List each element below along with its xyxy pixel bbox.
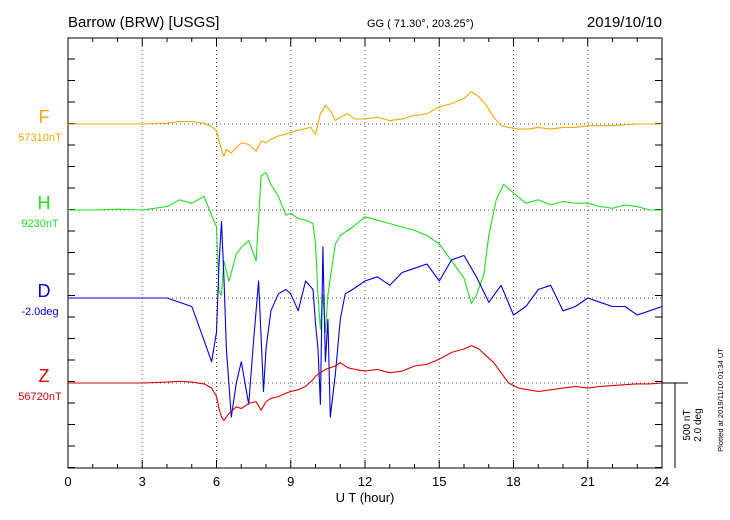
station-title: Barrow (BRW) [USGS] [68,14,219,31]
series-z-baseline: 56720nT [18,391,62,403]
series-f-baseline: 57310nT [18,132,62,144]
x-axis-label: U T (hour) [336,490,395,505]
series-d-label: D [38,281,51,301]
x-tick-label: 6 [213,474,220,489]
series-f-label: F [39,107,50,127]
series-z-line [68,345,663,421]
x-tick-label: 0 [64,474,71,489]
plotted-note: Plotted at 2019/11/10 01:34 UT [716,348,725,452]
x-tick-label: 15 [432,474,446,489]
series-layer [68,91,663,421]
series-labels: F 57310nT H 9230nT D -2.0deg Z 56720nT [18,107,62,403]
series-z-label: Z [39,366,50,386]
x-tick-label: 9 [287,474,294,489]
x-tick-label: 3 [139,474,146,489]
scale-bar: 500 nT 2.0 deg [662,382,704,468]
x-tick-label: 24 [655,474,669,489]
x-tick-label: 21 [581,474,595,489]
chart-date: 2019/10/10 [587,14,662,31]
scale-label-deg: 2.0 deg [693,408,704,441]
series-h-baseline: 9230nT [21,218,59,230]
station-coords: GG ( 71.30°, 203.25°) [367,18,474,30]
x-tick-label: 18 [506,474,520,489]
series-h-label: H [38,193,51,213]
series-d-baseline: -2.0deg [21,306,58,318]
x-tick-label: 12 [358,474,372,489]
axis-ticks: 0 3 6 9 12 15 18 21 24 [64,38,669,489]
series-h-line [68,172,662,333]
grid-lines [68,38,662,468]
series-d-line [68,220,663,418]
scale-label-nt: 500 nT [682,409,693,440]
series-f-line [68,91,662,157]
